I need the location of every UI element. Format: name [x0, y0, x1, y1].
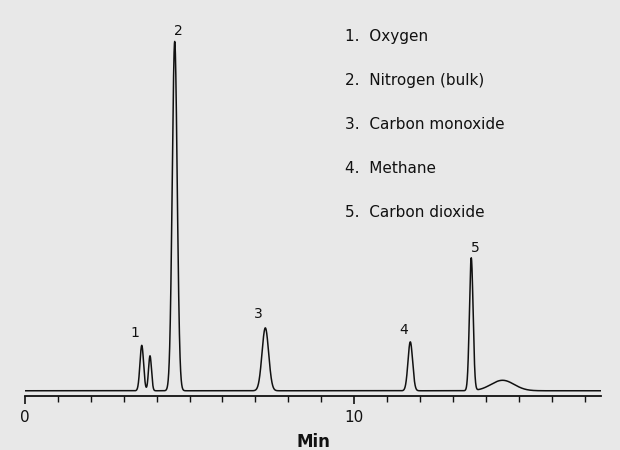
Text: 5.  Carbon dioxide: 5. Carbon dioxide: [345, 205, 484, 220]
X-axis label: Min: Min: [296, 433, 330, 450]
Text: 4: 4: [399, 323, 408, 337]
Text: 3.  Carbon monoxide: 3. Carbon monoxide: [345, 117, 505, 132]
Text: 2.  Nitrogen (bulk): 2. Nitrogen (bulk): [345, 73, 484, 88]
Text: 4.  Methane: 4. Methane: [345, 161, 436, 176]
Text: 5: 5: [471, 241, 480, 255]
Text: 2: 2: [174, 24, 182, 38]
Text: 1.  Oxygen: 1. Oxygen: [345, 29, 428, 44]
Text: 1: 1: [131, 326, 140, 340]
Text: 3: 3: [254, 307, 263, 321]
